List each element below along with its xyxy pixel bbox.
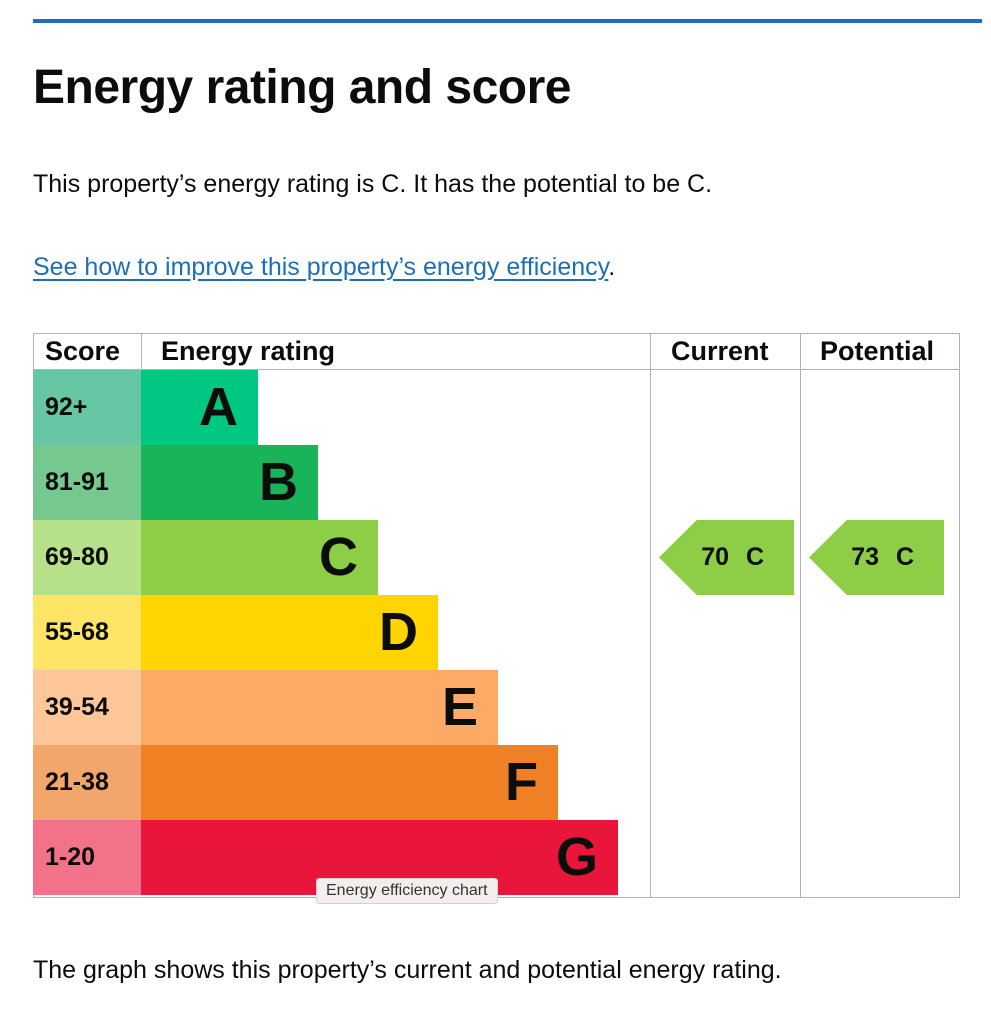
- score-cell-f: 21-38: [33, 745, 141, 820]
- rating-summary: This property’s energy rating is C. It h…: [33, 170, 713, 198]
- header-divider: [33, 369, 960, 370]
- current-column-header: Current: [671, 336, 769, 366]
- score-cell-c: 69-80: [33, 520, 141, 595]
- page-title: Energy rating and score: [33, 61, 572, 114]
- chart-caption: The graph shows this property’s current …: [33, 956, 782, 984]
- energy-rating-column-header: Energy rating: [161, 336, 336, 366]
- score-cell-a: 92+: [33, 370, 141, 445]
- current-divider: [650, 333, 651, 898]
- score-divider: [141, 333, 142, 370]
- energy-efficiency-chart: Score Energy rating Current Potential 92…: [33, 333, 960, 898]
- score-cell-g: 1-20: [33, 820, 141, 895]
- band-a: A: [141, 370, 258, 445]
- band-b: B: [141, 445, 318, 520]
- score-cell-b: 81-91: [33, 445, 141, 520]
- top-rule: [33, 19, 982, 23]
- link-suffix: .: [608, 253, 616, 281]
- improve-paragraph: See how to improve this property’s energ…: [33, 253, 615, 282]
- score-cell-e: 39-54: [33, 670, 141, 745]
- band-f: F: [141, 745, 558, 820]
- potential-divider: [800, 333, 801, 898]
- chart-tooltip: Energy efficiency chart: [316, 878, 498, 904]
- band-d: D: [141, 595, 438, 670]
- improve-efficiency-link[interactable]: See how to improve this property’s energ…: [33, 253, 609, 281]
- score-column-header: Score: [45, 336, 121, 366]
- band-e: E: [141, 670, 498, 745]
- band-c: C: [141, 520, 378, 595]
- score-cell-d: 55-68: [33, 595, 141, 670]
- potential-column-header: Potential: [820, 336, 935, 366]
